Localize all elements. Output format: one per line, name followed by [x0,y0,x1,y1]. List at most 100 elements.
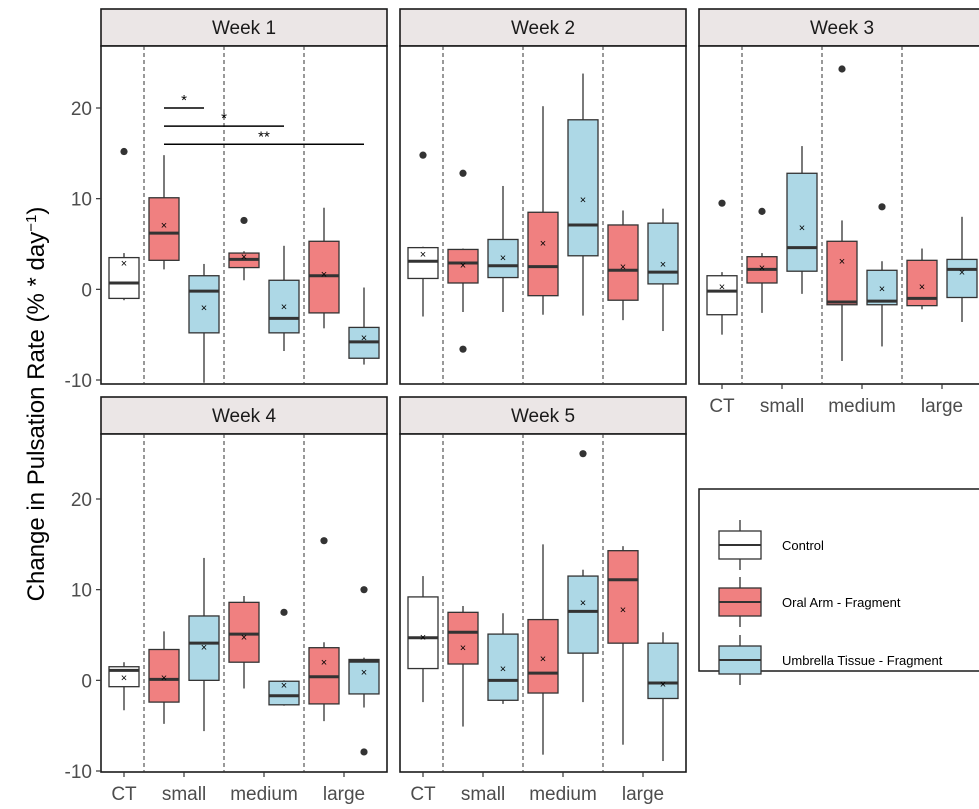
iqr-box [407,596,439,670]
mean-marker: × [540,654,546,666]
panel-title: Week 5 [511,406,575,427]
mean-marker: × [839,256,845,268]
legend-item-1: Control [718,520,824,570]
mean-marker: × [959,267,965,279]
outlier-point [758,207,766,215]
panel-title: Week 2 [511,18,575,39]
mean-marker: × [879,283,885,295]
iqr-box [826,240,858,306]
box-large-umbrella: × [348,287,380,365]
iqr-box [228,601,260,663]
panel-strip [100,396,388,435]
y-axis-label-exponent: −1 [23,215,40,232]
box-medium-oral: × [826,65,858,361]
y-axis-label: Change in Pulsation Rate (% * day−1) [23,207,51,602]
x-tick-label: small [760,396,804,417]
mean-marker: × [241,632,247,644]
mean-marker: × [759,263,765,275]
y-axis-label-main: Change in Pulsation Rate (% * day [23,232,50,602]
y-axis-label-close: ) [23,207,50,215]
box-large-oral: × [906,248,938,310]
iqr-box [447,248,479,284]
significance-label: * [221,110,227,127]
mean-marker: × [121,258,127,270]
x-tick-label: CT [410,784,436,805]
box-medium-umbrella: × [567,73,599,316]
x-tick-label: medium [529,784,597,805]
y-tick-label: 20 [71,490,92,511]
iqr-box [607,224,639,301]
panel-week-5: Week 5 CT small medium large × × × × × × × [399,396,687,805]
outlier-point [459,169,467,177]
iqr-box [108,256,140,300]
iqr-box [527,211,559,297]
iqr-box [567,119,599,257]
iqr-box [567,575,599,654]
panel-strip [399,8,687,47]
box-large-umbrella: × [647,208,679,332]
box-CT-control: × [706,199,738,335]
mean-marker: × [540,238,546,250]
mean-marker: × [799,223,805,235]
mean-marker: × [580,195,586,207]
mean-marker: × [121,673,127,685]
outlier-point [579,450,587,458]
iqr-box [866,269,898,306]
x-tick-label: small [461,784,505,805]
mean-marker: × [460,260,466,272]
box-large-umbrella: × [348,586,380,756]
y-tick-label: 0 [81,671,92,692]
box-medium-oral: × [228,216,260,281]
x-tick-label: CT [111,784,137,805]
outlier-point [240,216,248,225]
mean-marker: × [201,302,207,314]
mean-marker: × [161,220,167,232]
mean-marker: × [420,249,426,261]
mean-marker: × [361,332,367,344]
iqr-box [148,648,180,703]
mean-marker: × [580,597,586,609]
y-tick-label: -10 [65,762,92,783]
legend-box [698,488,979,672]
panel-strip [399,396,687,435]
mean-marker: × [321,269,327,281]
box-medium-oral: × [527,106,559,315]
panel-title: Week 4 [212,406,277,427]
mean-marker: × [660,259,666,271]
box-large-oral: × [308,537,340,722]
mean-marker: × [420,632,426,644]
iqr-box [407,246,439,280]
box-small-oral: × [447,605,479,727]
outlier-point [459,345,467,353]
outlier-point [878,203,886,211]
significance-label: ** [258,128,270,145]
mean-marker: × [241,252,247,264]
mean-marker: × [620,262,626,274]
box-small-oral: × [746,207,778,313]
x-tick-label: large [622,784,664,805]
panel-week-2: Week 2 × × × × × × × [399,8,687,385]
iqr-box [188,615,220,681]
box-medium-umbrella: × [268,245,300,351]
legend-label: Umbrella Tissue - Fragment [782,653,943,668]
iqr-box [786,172,818,272]
iqr-box [527,618,559,694]
iqr-box [268,680,300,706]
outlier-point [718,199,726,207]
outlier-point [280,608,288,616]
box-small-umbrella: × [188,263,220,383]
box-small-umbrella: × [786,146,818,294]
mean-marker: × [361,667,367,679]
mean-marker: × [919,282,925,294]
box-large-oral: × [308,207,340,329]
box-large-umbrella: × [946,216,978,322]
panel-strip [100,8,388,47]
box-CT-control: × [108,662,140,711]
mean-marker: × [500,664,506,676]
box-medium-oral: × [527,544,559,755]
iqr-box [607,550,639,644]
y-tick-label: 0 [81,280,92,301]
legend-item-3: Umbrella Tissue - Fragment [718,635,943,685]
mean-marker: × [719,282,725,294]
box-CT-control: × [108,147,140,301]
